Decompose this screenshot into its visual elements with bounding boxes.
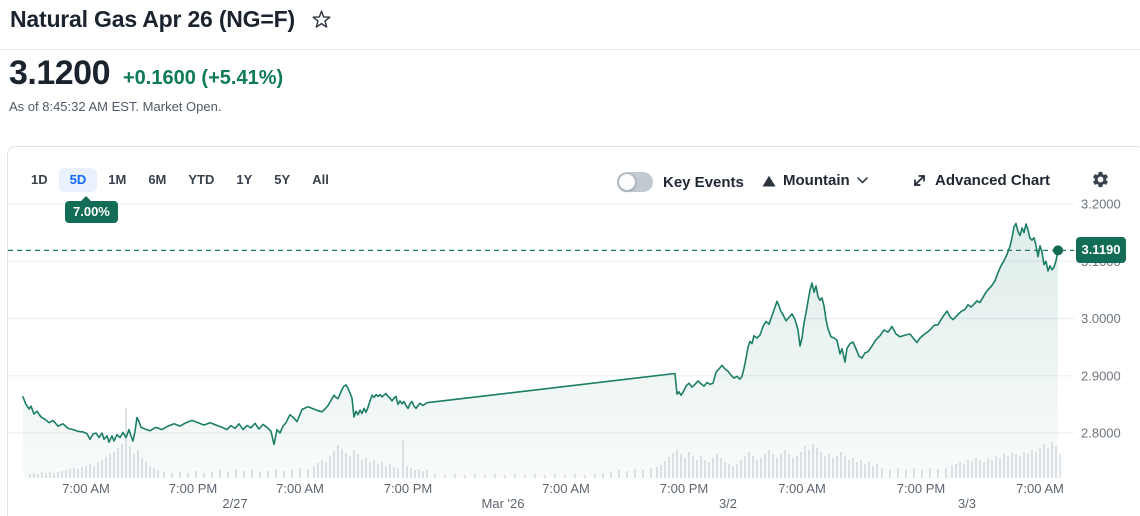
current-price: 3.1200 [9,54,111,92]
price-block: 3.1200 +0.1600 (+5.41%) [9,54,283,93]
range-tabs: 1D 5D 1M 6M YTD 1Y 5Y All [20,168,340,192]
mountain-icon [762,175,776,186]
header: Natural Gas Apr 26 (NG=F) [10,6,332,33]
chart-card [7,146,1140,516]
tab-5d[interactable]: 5D [58,168,98,192]
advanced-chart-label: Advanced Chart [935,172,1051,189]
tab-ytd[interactable]: YTD [177,168,225,192]
five-day-change-tooltip: 7.00% [65,196,118,223]
expand-icon [914,175,925,186]
current-price-badge: 3.1190 [1076,237,1126,264]
watchlist-star-icon[interactable] [311,9,332,30]
key-events-label: Key Events [663,173,744,191]
advanced-chart-button[interactable]: Advanced Chart [912,172,1050,189]
chevron-down-icon [856,177,868,184]
tab-1y[interactable]: 1Y [225,168,263,192]
tab-5y[interactable]: 5Y [263,168,301,192]
tab-1m[interactable]: 1M [97,168,137,192]
page-title: Natural Gas Apr 26 (NG=F) [10,6,295,32]
chart-type-label: Mountain [783,172,850,189]
price-change: +0.1600 (+5.41%) [123,67,284,89]
tab-6m[interactable]: 6M [137,168,177,192]
key-events-control: Key Events [617,172,744,192]
header-divider [0,49,1140,50]
as-of-status: As of 8:45:32 AM EST. Market Open. [9,99,222,114]
toggle-knob [618,173,636,191]
chart-type-dropdown[interactable]: Mountain [762,172,868,189]
tab-all[interactable]: All [301,168,340,192]
settings-gear-icon[interactable] [1091,170,1110,192]
key-events-toggle[interactable] [617,172,653,192]
tab-1d[interactable]: 1D [20,168,59,192]
